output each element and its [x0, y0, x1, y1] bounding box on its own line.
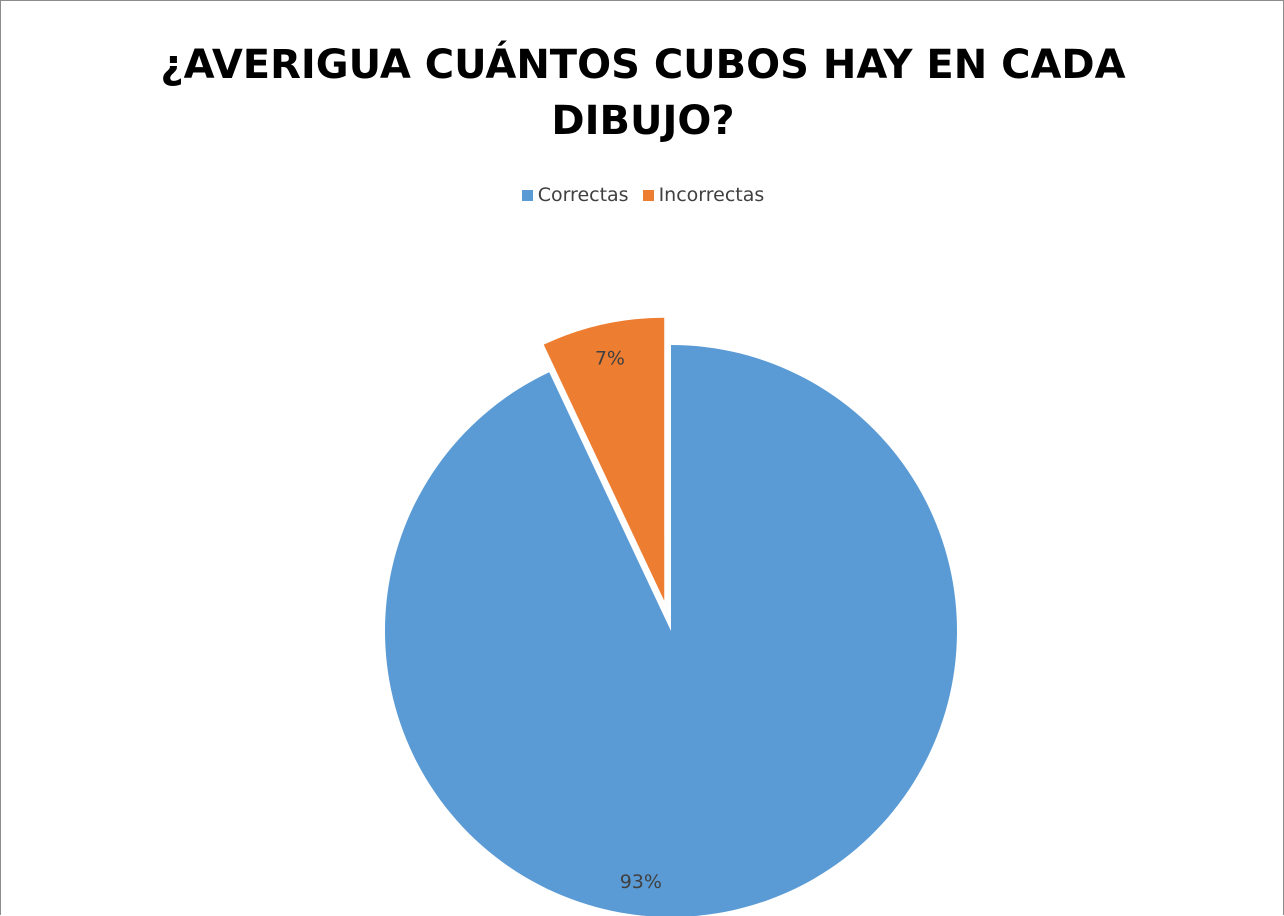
- pie-slice-correctas: [384, 345, 957, 916]
- legend-label-correctas: Correctas: [537, 184, 629, 206]
- chart-title-line-1: ¿AVERIGUA CUÁNTOS CUBOS HAY EN CADA: [160, 42, 1126, 88]
- legend-entry-incorrectas: Incorrectas: [642, 184, 765, 206]
- legend-entry-correctas: Correctas: [521, 184, 629, 206]
- chart-title: ¿AVERIGUA CUÁNTOS CUBOS HAY EN CADA DIBU…: [143, 37, 1143, 149]
- data-label-correctas: 93%: [620, 871, 662, 893]
- legend-swatch-incorrectas: [642, 189, 654, 201]
- chart-title-line-2: DIBUJO?: [551, 98, 735, 144]
- legend-swatch-correctas: [521, 189, 533, 201]
- legend-label-incorrectas: Incorrectas: [658, 184, 765, 206]
- chart-legend: Correctas Incorrectas: [1, 181, 1284, 209]
- data-label-incorrectas: 7%: [595, 348, 625, 370]
- pie-slice-incorrectas: [543, 317, 665, 601]
